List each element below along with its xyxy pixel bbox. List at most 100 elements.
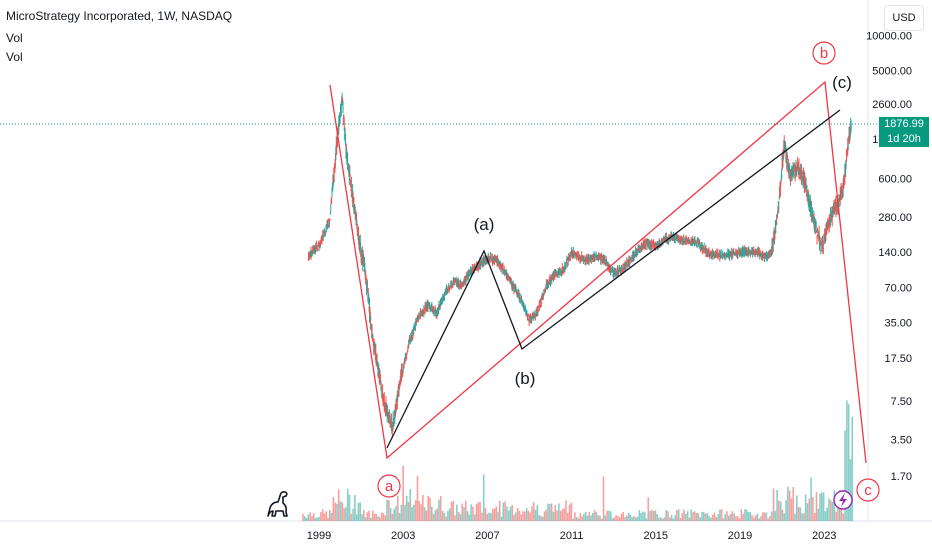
volume-bar — [516, 507, 519, 521]
volume-bar — [443, 512, 446, 521]
volume-bar — [493, 508, 496, 521]
volume-bar — [797, 507, 800, 521]
volume-bar — [346, 488, 349, 521]
y-tick-label: 140.00 — [878, 247, 912, 259]
volume-bar — [694, 511, 696, 521]
volume-bar — [672, 518, 675, 521]
x-tick-label: 1999 — [307, 530, 331, 542]
volume-bar — [688, 517, 691, 521]
volume-bar — [788, 490, 791, 521]
volume-bar — [710, 517, 712, 521]
dinosaur-icon[interactable] — [262, 486, 294, 518]
volume-bar — [425, 510, 428, 521]
volume-bar — [321, 509, 324, 521]
volume-bar — [429, 497, 431, 521]
volume-bar — [817, 508, 820, 521]
volume-bar — [763, 512, 766, 521]
volume-bar — [348, 494, 351, 521]
volume-bar — [629, 514, 632, 521]
volume-indicator-label[interactable]: Vol — [6, 31, 23, 45]
volume-bar — [799, 507, 802, 521]
volume-bar — [574, 512, 576, 521]
volume-bar — [583, 513, 585, 521]
volume-bar — [643, 511, 646, 521]
volume-bar — [441, 510, 444, 521]
volume-bar — [622, 512, 625, 521]
volume-bar — [590, 515, 592, 521]
wave-label-red: a — [385, 478, 394, 495]
volume-bar — [681, 513, 684, 521]
volume-bar — [704, 513, 707, 521]
volume-bar — [844, 430, 846, 521]
volume-bar — [549, 503, 551, 521]
volume-bar — [570, 502, 573, 521]
volume-bar — [409, 488, 412, 521]
volume-bar — [536, 505, 539, 521]
volume-bar — [749, 512, 752, 521]
volume-bar — [794, 513, 796, 521]
currency-button[interactable]: USD — [884, 5, 924, 31]
volume-bar — [609, 511, 612, 521]
volume-bar — [663, 517, 666, 521]
volume-bar — [511, 504, 514, 521]
volume-bar — [617, 516, 619, 521]
volume-bar — [586, 515, 589, 521]
symbol-title[interactable]: MicroStrategy Incorporated, 1W, NASDAQ — [6, 9, 233, 23]
volume-bar — [384, 515, 387, 521]
volume-bar — [647, 497, 650, 521]
volume-bar — [642, 511, 644, 521]
volume-bar — [579, 513, 582, 521]
volume-bar — [552, 511, 555, 521]
red-wave-line — [329, 80, 867, 464]
volume-bar — [690, 509, 693, 521]
volume-bar — [550, 503, 553, 521]
volume-bar — [518, 510, 521, 521]
volume-bar — [774, 510, 777, 521]
volume-indicator-label-2[interactable]: Vol — [6, 50, 23, 64]
volume-bar — [640, 513, 642, 521]
volume-bar — [758, 518, 761, 521]
volume-bar — [488, 512, 490, 521]
x-tick-label: 2011 — [560, 530, 584, 542]
volume-bar — [819, 493, 821, 521]
volume-bar — [509, 506, 512, 521]
volume-bar — [418, 500, 421, 521]
volume-bar — [795, 495, 798, 521]
y-tick-label: 3.50 — [891, 435, 912, 447]
volume-bar — [602, 476, 605, 521]
volume-bar — [769, 516, 771, 521]
volume-bar — [787, 486, 789, 521]
volume-bar — [624, 517, 626, 521]
volume-bar — [305, 517, 308, 521]
volume-bar — [332, 497, 335, 521]
y-tick-label: 600.00 — [878, 173, 912, 185]
volume-bar — [565, 500, 567, 521]
volume-bar — [685, 513, 687, 521]
volume-bar — [804, 494, 807, 521]
volume-bar — [840, 509, 843, 521]
volume-bar — [851, 416, 854, 521]
volume-bar — [420, 504, 422, 521]
x-tick-label: 2003 — [391, 530, 415, 542]
volume-bar — [633, 516, 635, 521]
volume-bar — [627, 512, 630, 521]
volume-bar — [532, 502, 535, 521]
volume-bar — [309, 512, 311, 521]
volume-bar — [311, 516, 313, 521]
volume-bar — [341, 502, 344, 521]
volume-bar — [692, 512, 694, 521]
volume-bar — [815, 492, 818, 521]
volume-bar — [847, 404, 850, 521]
volume-bar — [667, 511, 669, 521]
volume-bar — [821, 492, 823, 521]
volume-bar — [656, 514, 659, 521]
volume-bar — [822, 492, 825, 521]
volume-bar — [400, 504, 403, 521]
volume-bar — [379, 517, 381, 521]
volume-bar — [722, 518, 725, 521]
volume-bar — [522, 511, 524, 521]
volume-bar — [660, 517, 662, 521]
volume-bar — [559, 511, 562, 521]
